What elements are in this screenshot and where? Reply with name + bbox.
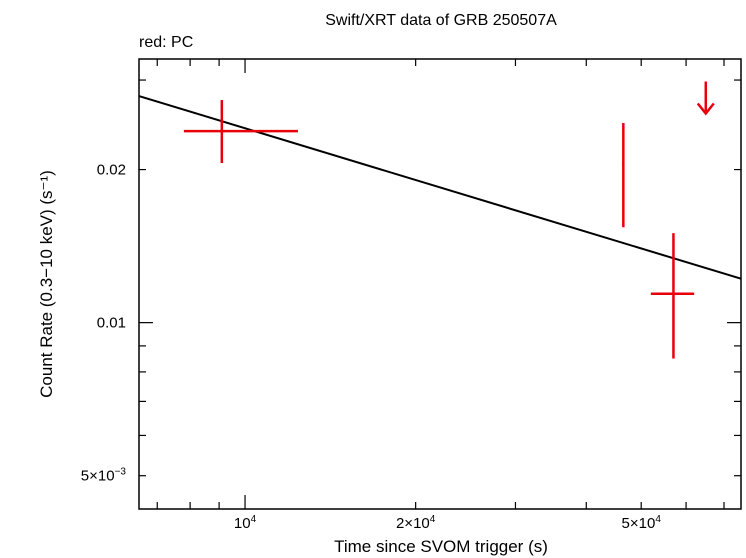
- y-tick-label: 0.02: [97, 162, 126, 179]
- model-line-group: [138, 95, 742, 280]
- axis-ticks: [139, 59, 741, 509]
- x-axis-label: Time since SVOM trigger (s): [334, 537, 548, 556]
- tick-labels: 104 2×104 5×104 5×10−3 0.01 0.02: [81, 162, 662, 532]
- x-tick-label: 5×104: [622, 514, 662, 532]
- y-tick-label: 5×10−3: [81, 467, 127, 485]
- x-tick-label: 104: [234, 514, 257, 532]
- data-point: [183, 100, 298, 164]
- upper-limit-arrow: [696, 81, 715, 116]
- chart-subtitle: red: PC: [139, 34, 193, 51]
- data-point: [650, 233, 695, 359]
- upper-limit-head: [696, 102, 715, 116]
- chart-title: Swift/XRT data of GRB 250507A: [325, 12, 557, 29]
- data-points: [183, 81, 715, 359]
- model-line: [138, 95, 742, 280]
- data-point: [622, 122, 625, 228]
- y-axis-label: Count Rate (0.3−10 keV) (s⁻¹): [37, 170, 56, 398]
- y-tick-label: 0.01: [97, 315, 126, 332]
- plot-frame: [138, 58, 742, 510]
- x-tick-label: 2×104: [396, 514, 436, 532]
